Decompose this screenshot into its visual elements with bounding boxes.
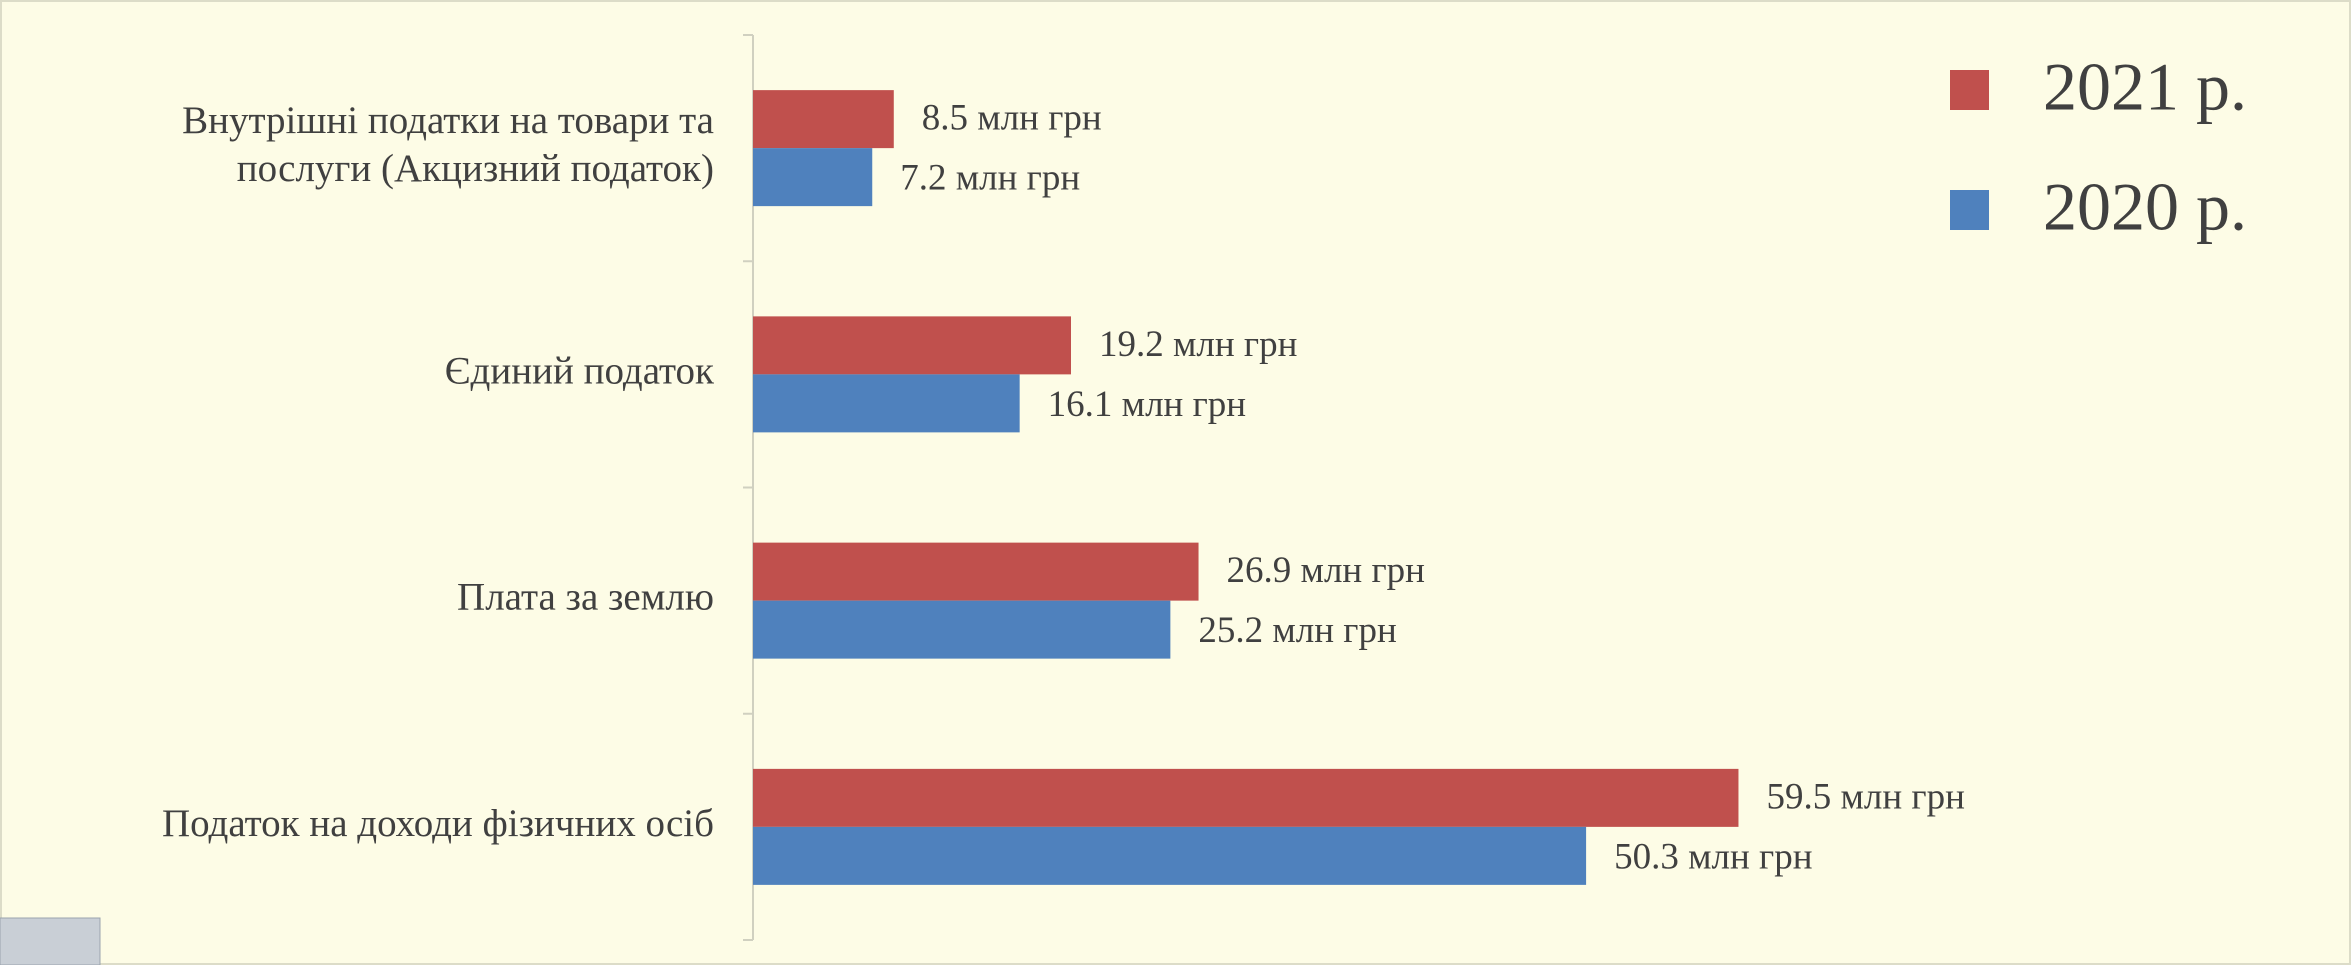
bar bbox=[753, 601, 1170, 659]
legend-label: 2021 р. bbox=[2043, 49, 2247, 125]
data-label: 25.2 млн грн bbox=[1198, 610, 1396, 651]
bar bbox=[753, 827, 1586, 885]
chart: Внутрішні податки на товари тапослуги (А… bbox=[0, 0, 2351, 965]
data-label: 59.5 млн грн bbox=[1766, 776, 1964, 817]
bar bbox=[753, 90, 894, 148]
data-label: 26.9 млн грн bbox=[1227, 550, 1425, 591]
data-label: 19.2 млн грн bbox=[1099, 324, 1297, 365]
legend-swatch bbox=[1950, 70, 1989, 110]
bar bbox=[753, 769, 1738, 827]
bar bbox=[753, 316, 1071, 374]
bar bbox=[753, 374, 1020, 432]
data-label: 50.3 млн грн bbox=[1614, 836, 1812, 877]
y-tick-label: Податок на доходи фізичних осіб bbox=[162, 802, 714, 845]
legend-swatch bbox=[1950, 190, 1989, 230]
y-tick-label: Плата за землю bbox=[457, 576, 714, 619]
data-label: 7.2 млн грн bbox=[900, 158, 1080, 199]
corner-icon bbox=[0, 918, 100, 965]
legend-label: 2020 р. bbox=[2043, 169, 2247, 245]
data-label: 16.1 млн грн bbox=[1048, 384, 1246, 425]
bar bbox=[753, 148, 872, 206]
bar bbox=[753, 543, 1199, 601]
data-label: 8.5 млн грн bbox=[922, 98, 1102, 139]
y-tick-label: Єдиний податок bbox=[445, 349, 714, 392]
